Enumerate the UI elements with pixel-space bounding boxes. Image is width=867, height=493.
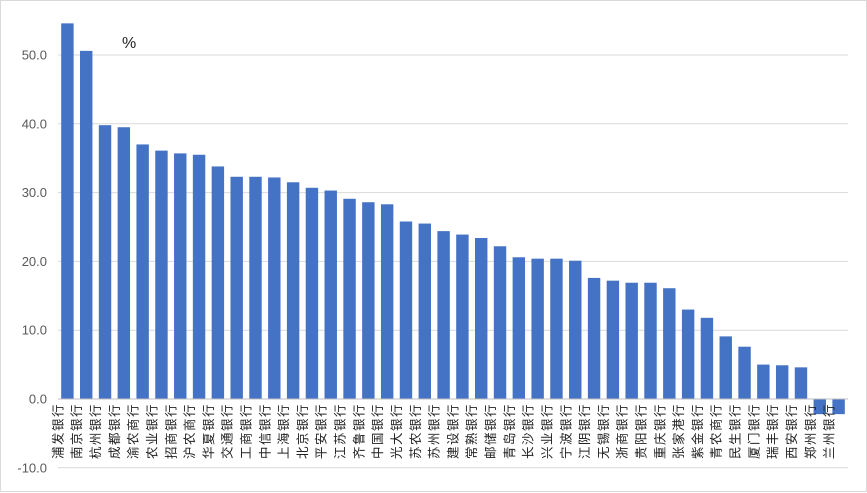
bar [286, 182, 300, 399]
bar [192, 154, 206, 399]
x-category-label: 民生银行 [728, 403, 743, 459]
bar [324, 190, 337, 399]
bar [61, 23, 74, 400]
bar [550, 258, 563, 399]
bar [569, 260, 582, 399]
x-category-label: 苏农银行 [408, 403, 423, 459]
bar [531, 258, 544, 399]
bar [794, 367, 808, 399]
x-category-label: 兴业银行 [539, 403, 554, 459]
x-category-label: 北京银行 [295, 403, 310, 459]
y-tick-label: 50.0 [22, 48, 47, 63]
bar [606, 280, 620, 399]
x-category-label: 常熟银行 [464, 403, 479, 459]
y-tick-label: 0.0 [29, 392, 47, 407]
bar [343, 198, 356, 399]
x-category-label: 瑞丰银行 [765, 403, 780, 459]
x-category-label: 沪农商行 [182, 403, 197, 459]
x-category-label: 青农商行 [709, 403, 724, 459]
x-category-label: 江苏银行 [333, 403, 348, 459]
x-category-label: 江阴银行 [577, 403, 592, 459]
x-category-label: 苏州银行 [427, 403, 442, 459]
y-tick-label: 30.0 [22, 185, 47, 200]
bar [512, 257, 526, 399]
x-category-label: 农业银行 [144, 403, 159, 459]
x-category-label: 光大银行 [389, 403, 404, 459]
x-category-label: 浙商银行 [615, 403, 630, 459]
y-tick-label: 10.0 [22, 323, 47, 338]
x-category-label: 平安银行 [314, 403, 329, 459]
x-category-label: 杭州银行 [88, 403, 103, 459]
bar [399, 221, 413, 399]
x-category-label: 邮储银行 [483, 403, 498, 459]
x-category-label: 贵阳银行 [634, 403, 649, 459]
bar [418, 223, 431, 399]
x-category-label: 华夏银行 [201, 403, 216, 459]
bar [832, 399, 845, 415]
bars [61, 23, 845, 415]
x-category-label: 青岛银行 [502, 403, 517, 459]
x-category-label: 紫金银行 [690, 403, 705, 459]
bar [644, 282, 657, 399]
x-category-label: 中国银行 [370, 403, 385, 459]
bar [249, 176, 262, 399]
x-category-label: 宁波银行 [558, 403, 573, 459]
bar [663, 288, 676, 399]
y-axis-tick-labels: -10.0 0.0 10.0 20.0 30.0 40.0 50.0 [17, 48, 47, 476]
bar [136, 144, 149, 399]
y-tick-label: -10.0 [17, 460, 47, 475]
x-axis-category-labels: 浦发银行 南京银行 杭州银行 成都银行 渝农商行 农业银行 招商银行 沪农商行 华夏银行 交通银行… [50, 403, 836, 459]
bar [757, 364, 770, 399]
bar [775, 365, 789, 399]
x-category-label: 郑州银行 [803, 403, 818, 459]
bar [80, 50, 93, 399]
gridlines [58, 54, 848, 469]
x-category-label: 交通银行 [220, 403, 235, 459]
y-tick-label: 40.0 [22, 116, 47, 131]
x-category-label: 上海银行 [276, 403, 291, 459]
bar [117, 127, 131, 400]
x-category-label: 南京银行 [69, 403, 84, 459]
y-tick-label: 20.0 [22, 254, 47, 269]
bar [230, 176, 243, 399]
x-category-label: 厦门银行 [746, 403, 761, 459]
bar [719, 336, 732, 399]
bar [155, 150, 168, 399]
bar [738, 346, 751, 399]
bar [475, 238, 488, 399]
bar [493, 246, 507, 399]
bar [437, 231, 450, 399]
x-category-label: 工商银行 [239, 403, 254, 459]
bar [587, 277, 601, 399]
x-category-label: 齐鲁银行 [351, 403, 366, 459]
bar [700, 317, 714, 399]
x-category-label: 浦发银行 [50, 403, 65, 459]
x-category-label: 西安银行 [784, 403, 799, 459]
bar [456, 234, 469, 399]
bar [681, 309, 695, 399]
bar [98, 125, 112, 400]
bar [174, 153, 187, 399]
bar [211, 166, 225, 399]
x-category-label: 招商银行 [163, 403, 178, 459]
bar [362, 202, 375, 399]
x-category-label: 建设银行 [445, 403, 460, 459]
x-category-label: 长沙银行 [521, 403, 536, 459]
bar [305, 187, 319, 399]
x-category-label: 重庆银行 [652, 403, 667, 459]
bar [813, 399, 826, 415]
x-category-label: 中信银行 [257, 403, 272, 459]
bar [625, 282, 638, 399]
bar [268, 177, 281, 399]
x-category-label: 张家港行 [671, 403, 686, 459]
unit-label: % [122, 35, 136, 52]
x-category-label: 兰州银行 [822, 403, 837, 459]
x-category-label: 渝农商行 [126, 403, 141, 459]
bar [380, 204, 394, 399]
x-category-label: 无锡银行 [596, 403, 611, 459]
x-category-label: 成都银行 [107, 403, 122, 459]
